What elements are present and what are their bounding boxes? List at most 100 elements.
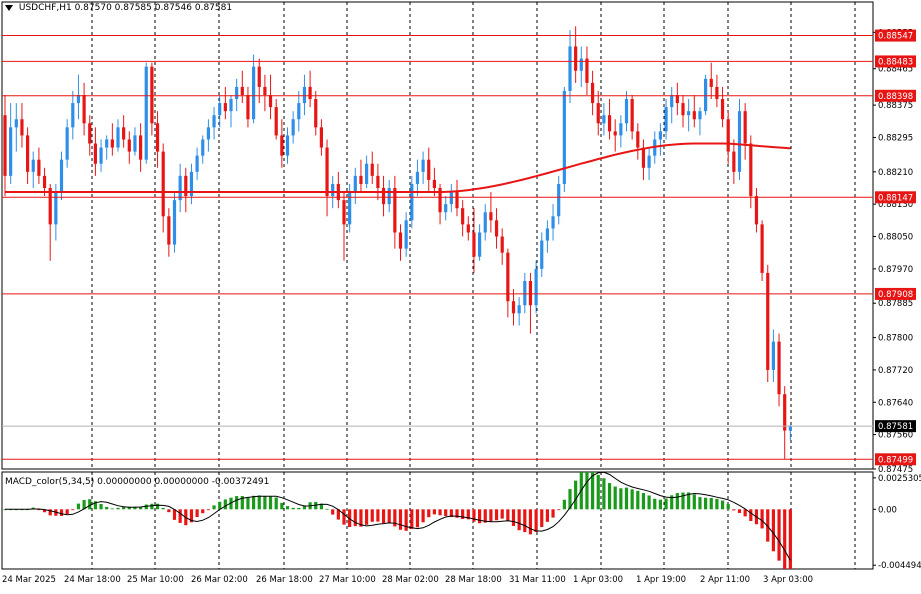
y-tick-label: 0.88465 [878,65,913,75]
candle-body [308,86,312,100]
y-tick-label: 0.88375 [878,101,913,111]
candle-body [607,115,612,132]
candle-body [681,103,685,116]
y-tick-label: 0.87885 [878,299,913,309]
candle-body [574,46,578,71]
current-price-label: 0.87581 [878,422,913,432]
y-tick-label: 0.88050 [878,233,913,243]
candle-body [172,200,177,245]
ohlc-high: 0.87585 [114,3,152,13]
macd-bar [737,509,742,513]
macd-value-3: -0.00372491 [211,477,270,487]
candle-body [551,216,555,229]
price-level-tag [875,55,916,68]
macd-bar [285,506,290,510]
macd-bar [404,509,408,531]
candle-body [14,119,18,128]
candle-body [223,103,227,112]
candle-body [218,103,222,116]
candle-body [155,123,160,152]
candle-body [500,236,504,253]
candle-body [596,103,600,124]
candle-body [257,66,261,87]
candle-body [783,394,787,431]
price-level-tag [875,453,916,466]
candle-body [331,183,335,197]
y-tick-label: 0.87640 [878,398,913,408]
macd-bar [268,496,273,510]
macd-bar [274,497,278,510]
candle-body [20,119,24,136]
price-level-label: 0.88398 [878,92,913,102]
candle-body [201,139,205,156]
candle-body [387,187,391,205]
candle-body [297,103,301,120]
candle-body [788,426,792,431]
macd-bar [105,506,109,510]
candle-body [483,212,487,233]
macd-bar [624,487,629,510]
candle-body [766,272,770,370]
macd-bar [393,509,397,527]
candle-body [393,187,397,233]
candle-body [670,94,674,108]
macd-bar [596,474,600,510]
candle-body [133,135,137,152]
macd-bar [664,498,668,510]
macd-bar [280,502,284,510]
candle-body [427,159,431,180]
x-tick-label: 28 Mar 18:00 [445,575,502,585]
current-price-tag [875,420,916,433]
candle-body [42,175,47,188]
macd-bar [82,500,86,510]
macd-bar [670,495,674,510]
macd-bar [331,509,335,515]
ohlc-low: 0.87546 [154,3,192,13]
macd-bar [743,509,747,517]
candle-body [206,127,210,140]
candle-body [82,94,86,124]
candle-body [506,252,510,302]
candle-body [743,111,747,144]
candle-body [720,99,725,120]
macd-bar [348,509,352,528]
macd-bar [760,509,764,529]
macd-value-2: 0.00000000 [154,477,209,487]
candle-body [54,192,58,225]
candle-body [212,115,216,128]
candle-body [274,107,278,136]
y-tick-label: 0.87560 [878,431,913,441]
ohlc-open: 0.87570 [74,3,112,13]
y-tick-label: 0.87475 [878,465,913,475]
candle-body [302,86,307,104]
x-tick-label: 2 Apr 11:00 [700,575,750,585]
candle-body [562,90,566,184]
main-panel-frame [1,1,874,470]
x-tick-label: 31 Mar 11:00 [509,575,566,585]
macd-bar [461,509,465,519]
macd-bar [619,488,623,510]
dropdown-triangle-icon[interactable] [5,4,13,11]
macd-bar [381,509,386,524]
macd-bar [483,509,487,523]
price-level-tag [875,89,916,102]
macd-bar [365,509,369,525]
macd-bar [110,508,114,510]
macd-bar [534,509,538,532]
macd-bar [218,501,222,510]
candle-body [291,119,295,136]
y-tick-label: 0.87720 [878,366,913,376]
macd-bar [223,499,227,510]
macd-bar [139,507,143,510]
macd-bar [494,509,499,521]
macd-y-tick-label: -0.0044944 [878,561,921,571]
x-tick-label: 1 Apr 19:00 [636,575,686,585]
macd-bar [545,509,549,522]
candle-body [760,224,764,273]
candle-body [754,196,759,225]
macd-bar [189,509,194,523]
candle-body [602,115,606,124]
macd-bar [155,503,160,510]
macd-bar [297,507,301,510]
macd-bar [370,509,374,522]
